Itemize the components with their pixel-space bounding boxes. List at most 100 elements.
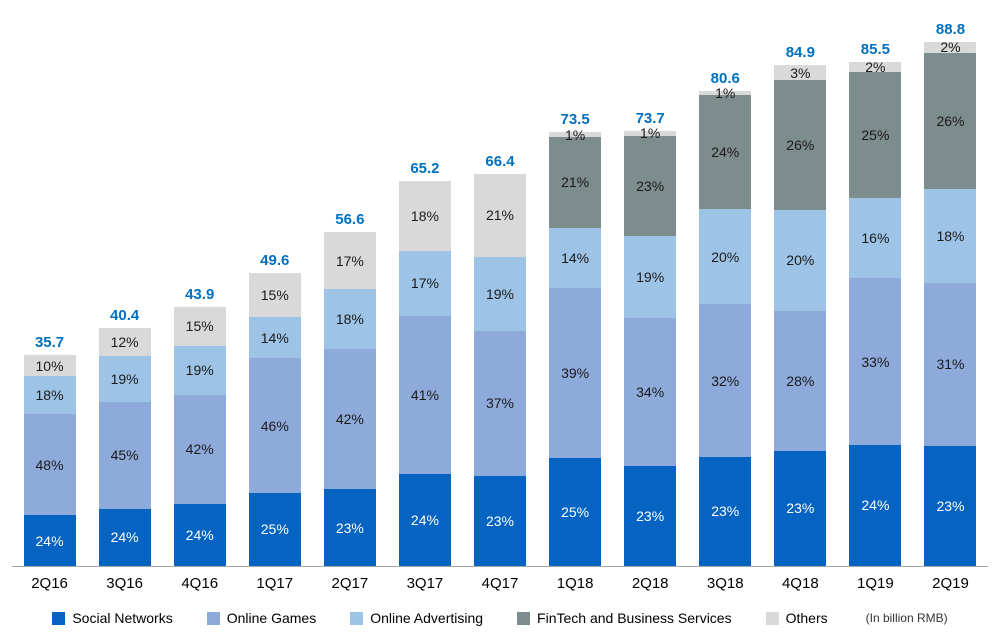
legend-swatch (517, 611, 531, 625)
bar-segment-online-games: 32% (699, 304, 752, 457)
legend-item-online-games: Online Games (206, 610, 317, 626)
segment-percent-label: 25% (260, 521, 289, 538)
segment-percent-label: 21% (561, 174, 590, 191)
segment-percent-label: 41% (410, 386, 439, 403)
bar-column: 35.7 24% 48% 18% 10% (12, 334, 87, 566)
segment-percent-label: 24% (711, 144, 740, 161)
chart-plot: 35.7 24% 48% 18% 10% 40.4 24% 45% 19% 12% 43.9 24% 4… (12, 10, 988, 567)
bar-segment-others: 17% (323, 232, 376, 289)
segment-percent-label: 24% (35, 532, 64, 549)
bar-stack: 25% 46% 14% 15% (248, 273, 301, 566)
segment-percent-label: 42% (185, 441, 214, 458)
segment-percent-label: 18% (35, 387, 64, 404)
segment-percent-label: 17% (335, 252, 364, 269)
legend-label: Online Games (226, 610, 317, 626)
segment-percent-label: 18% (335, 310, 364, 327)
bar-segment-online-advertising: 17% (398, 250, 451, 316)
bar-segment-others: 12% (98, 327, 151, 357)
bar-segment-social-networks: 23% (699, 456, 752, 566)
bar-column: 56.6 23% 42% 18% 17% (312, 211, 387, 566)
bar-segment-online-advertising: 19% (474, 256, 526, 331)
segment-percent-label: 18% (410, 207, 439, 224)
bar-segment-online-games: 31% (924, 283, 977, 446)
bar-total-label: 56.6 (335, 211, 365, 229)
segment-percent-label: 24% (185, 526, 214, 543)
segment-percent-label: 23% (636, 177, 665, 194)
x-axis-label: 2Q18 (631, 575, 669, 592)
bar-segment-online-advertising: 19% (624, 235, 677, 319)
legend-item-social-networks: Social Networks (52, 610, 173, 626)
segment-percent-label: 48% (35, 456, 64, 473)
segment-percent-label: 37% (485, 395, 515, 412)
legend-item-fintech-and-business-services: FinTech and Business Services (517, 610, 732, 626)
segment-percent-label: 20% (711, 248, 740, 265)
segment-percent-label: 19% (185, 362, 214, 379)
bar-total-label: 84.9 (785, 44, 815, 62)
bar-segment-others: 21% (474, 174, 526, 257)
bar-column: 84.9 23% 28% 20% 26% 3% (763, 44, 838, 566)
segment-percent-label: 19% (485, 285, 515, 302)
segment-percent-label: 14% (561, 250, 590, 267)
bar-stack: 23% 28% 20% 26% 3% (774, 65, 827, 566)
bar-total-label: 85.5 (860, 40, 890, 58)
x-axis-label: 1Q19 (857, 575, 894, 592)
bar-segment-social-networks: 24% (849, 444, 902, 566)
legend-swatch (52, 611, 66, 625)
segment-percent-label: 12% (110, 333, 139, 350)
legend-swatch (765, 611, 779, 625)
bar-segment-online-advertising: 20% (699, 209, 752, 305)
bar-total-label: 80.6 (710, 69, 740, 87)
bar-segment-online-advertising: 14% (248, 317, 301, 359)
bar-stack: 23% 32% 20% 24% 1% (699, 86, 752, 566)
legend: Social Networks Online Games Online Advert… (12, 610, 988, 626)
segment-percent-label: 19% (110, 370, 139, 387)
bar-column: 43.9 24% 42% 19% 15% (162, 286, 237, 566)
segment-percent-label: 26% (786, 137, 815, 154)
segment-percent-label: 34% (636, 384, 665, 401)
bar-segment-fintech-and-business-services: 21% (549, 136, 602, 228)
bar-segment-fintech-and-business-services: 26% (774, 80, 827, 211)
bar-segment-fintech-and-business-services: 25% (849, 71, 902, 198)
bar-total-label: 88.8 (935, 21, 966, 39)
bar-total-label: 43.9 (185, 286, 215, 303)
bar-stack: 23% 34% 19% 23% 1% (624, 126, 677, 566)
legend-label: Online Advertising (370, 610, 484, 626)
bar-segment-online-advertising: 19% (98, 356, 151, 402)
segment-percent-label: 23% (936, 497, 965, 514)
bar-column: 88.8 23% 31% 18% 26% 2% (913, 21, 988, 566)
x-axis-label: 4Q16 (181, 575, 219, 592)
bar-segment-social-networks: 24% (23, 515, 76, 566)
legend-item-others: Others (765, 610, 828, 626)
bar-segment-social-networks: 23% (323, 489, 376, 566)
bar-total-label: 73.7 (635, 110, 665, 128)
bar-segment-others: 1% (699, 86, 752, 100)
segment-percent-label: 21% (485, 207, 515, 224)
bar-segment-online-advertising: 16% (849, 197, 902, 279)
bar-segment-online-advertising: 18% (924, 188, 977, 284)
bar-stack: 24% 33% 16% 25% 2% (849, 60, 902, 566)
bar-segment-social-networks: 23% (474, 475, 526, 566)
bar-stack: 23% 37% 19% 21% (474, 174, 526, 566)
segment-percent-label: 1% (564, 126, 586, 143)
bar-segment-online-games: 34% (624, 318, 677, 466)
bar-stack: 25% 39% 14% 21% 1% (549, 128, 602, 566)
bar-segment-online-advertising: 18% (23, 376, 76, 415)
segment-percent-label: 23% (485, 512, 515, 529)
x-axis-label: 4Q18 (781, 575, 819, 592)
segment-percent-label: 23% (786, 500, 815, 517)
bar-segment-online-advertising: 18% (323, 288, 376, 349)
segment-percent-label: 10% (35, 357, 64, 374)
segment-percent-label: 17% (410, 275, 439, 292)
bar-segment-online-games: 41% (398, 315, 451, 474)
bar-segment-social-networks: 23% (924, 445, 977, 566)
legend-swatch (350, 611, 364, 625)
legend-item-online-advertising: Online Advertising (350, 610, 483, 626)
bar-segment-online-games: 46% (248, 358, 301, 493)
bar-segment-online-games: 39% (549, 288, 602, 458)
x-axis-label: 3Q17 (406, 575, 444, 592)
bar-stack: 24% 45% 19% 12% (98, 327, 151, 566)
bar-column: 80.6 23% 32% 20% 24% 1% (688, 69, 763, 566)
segment-percent-label: 24% (410, 511, 439, 528)
bar-segment-online-advertising: 14% (549, 227, 602, 289)
